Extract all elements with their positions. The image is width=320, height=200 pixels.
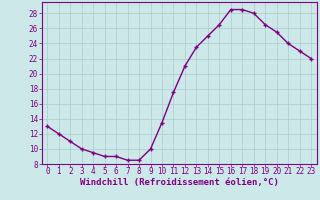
X-axis label: Windchill (Refroidissement éolien,°C): Windchill (Refroidissement éolien,°C): [80, 178, 279, 187]
